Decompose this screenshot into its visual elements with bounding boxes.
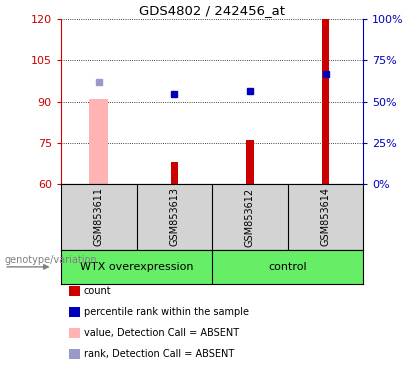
Text: GSM853614: GSM853614 <box>320 187 331 247</box>
Text: GSM853612: GSM853612 <box>245 187 255 247</box>
Title: GDS4802 / 242456_at: GDS4802 / 242456_at <box>139 3 285 17</box>
Text: GSM853613: GSM853613 <box>169 187 179 247</box>
Bar <box>89 99 108 184</box>
Text: genotype/variation: genotype/variation <box>4 255 97 265</box>
Text: WTX overexpression: WTX overexpression <box>80 262 193 272</box>
Text: value, Detection Call = ABSENT: value, Detection Call = ABSENT <box>84 328 239 338</box>
Bar <box>246 140 254 184</box>
Text: control: control <box>268 262 307 272</box>
Text: count: count <box>84 286 112 296</box>
Bar <box>322 19 329 184</box>
Text: percentile rank within the sample: percentile rank within the sample <box>84 307 249 317</box>
Text: GSM853611: GSM853611 <box>94 187 104 247</box>
Text: rank, Detection Call = ABSENT: rank, Detection Call = ABSENT <box>84 349 234 359</box>
Bar <box>171 162 178 184</box>
